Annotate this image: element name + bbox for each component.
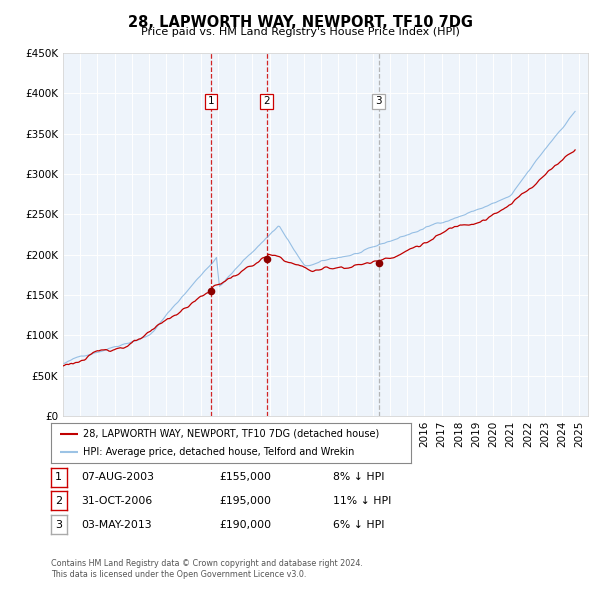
Text: 6% ↓ HPI: 6% ↓ HPI	[333, 520, 385, 529]
Text: Price paid vs. HM Land Registry's House Price Index (HPI): Price paid vs. HM Land Registry's House …	[140, 27, 460, 37]
Text: £190,000: £190,000	[219, 520, 271, 529]
Text: 1: 1	[208, 97, 214, 106]
Text: 3: 3	[55, 520, 62, 529]
Text: £155,000: £155,000	[219, 473, 271, 482]
Text: 2: 2	[55, 496, 62, 506]
Text: 1: 1	[55, 473, 62, 482]
Text: £195,000: £195,000	[219, 496, 271, 506]
Text: This data is licensed under the Open Government Licence v3.0.: This data is licensed under the Open Gov…	[51, 571, 307, 579]
Text: 31-OCT-2006: 31-OCT-2006	[81, 496, 152, 506]
Text: 07-AUG-2003: 07-AUG-2003	[81, 473, 154, 482]
Text: 28, LAPWORTH WAY, NEWPORT, TF10 7DG (detached house): 28, LAPWORTH WAY, NEWPORT, TF10 7DG (det…	[83, 429, 380, 439]
Text: 11% ↓ HPI: 11% ↓ HPI	[333, 496, 391, 506]
Text: 03-MAY-2013: 03-MAY-2013	[81, 520, 152, 529]
Text: HPI: Average price, detached house, Telford and Wrekin: HPI: Average price, detached house, Telf…	[83, 447, 355, 457]
Text: 2: 2	[263, 97, 270, 106]
Text: 3: 3	[376, 97, 382, 106]
Text: 8% ↓ HPI: 8% ↓ HPI	[333, 473, 385, 482]
Text: Contains HM Land Registry data © Crown copyright and database right 2024.: Contains HM Land Registry data © Crown c…	[51, 559, 363, 568]
Text: 28, LAPWORTH WAY, NEWPORT, TF10 7DG: 28, LAPWORTH WAY, NEWPORT, TF10 7DG	[128, 15, 473, 30]
